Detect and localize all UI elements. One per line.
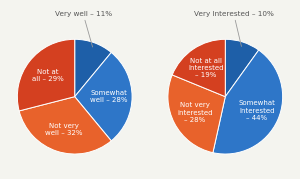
Text: Not very
well – 32%: Not very well – 32% [45,123,83,136]
Text: Very Interested – 10%: Very Interested – 10% [194,11,274,46]
Text: Somewhat
well – 28%: Somewhat well – 28% [90,90,128,103]
Wedge shape [225,39,259,97]
Text: Not at
all – 29%: Not at all – 29% [32,69,63,82]
Wedge shape [213,50,283,154]
Wedge shape [75,39,111,97]
Wedge shape [17,39,75,111]
Text: Very well – 11%: Very well – 11% [55,11,112,47]
Text: Somewhat
Interested
– 44%: Somewhat Interested – 44% [238,100,275,121]
Wedge shape [172,39,225,97]
Wedge shape [75,52,132,141]
Wedge shape [19,97,111,154]
Wedge shape [168,75,225,153]
Text: Not very
interested
– 28%: Not very interested – 28% [177,102,212,123]
Text: Not at all
Interested
– 19%: Not at all Interested – 19% [188,58,224,78]
